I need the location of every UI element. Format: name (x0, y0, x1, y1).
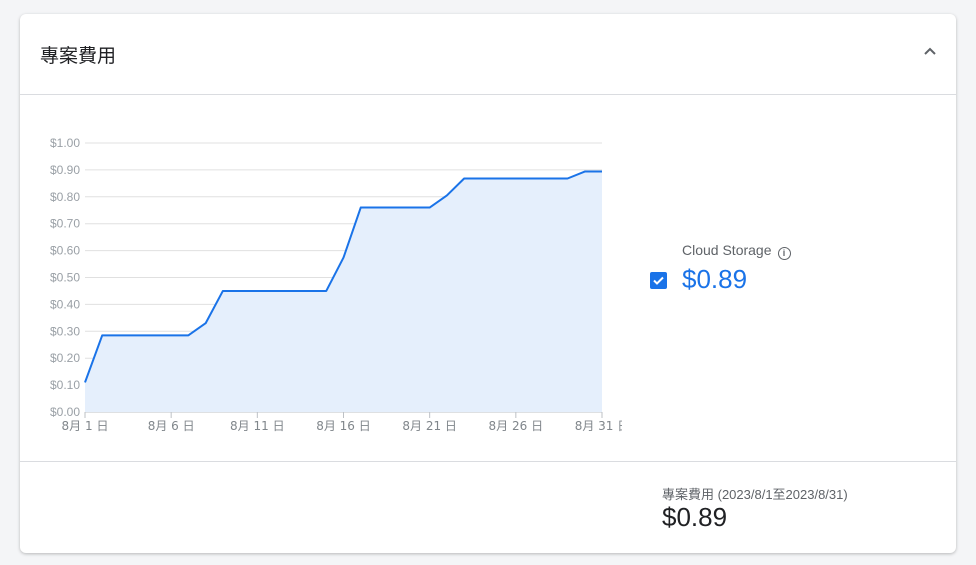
x-tick-label: 8月 16 日 (316, 419, 371, 433)
cost-chart: $0.00 $0.10 $0.20 $0.30 $0.40 $0.50 $0.60 $0.70… (50, 136, 622, 433)
x-tick-label: 8月 11 日 (230, 419, 285, 433)
total-cost-label: 專案費用 (2023/8/1至2023/8/31) (662, 487, 848, 502)
x-tick-label: 8月 1 日 (62, 419, 109, 433)
y-tick-label: $0.70 (50, 217, 80, 231)
y-tick-label: $0.20 (50, 351, 80, 365)
series-checkbox[interactable] (650, 272, 667, 289)
info-icon[interactable]: i (777, 247, 791, 260)
series-area (85, 171, 602, 412)
project-cost-card: 專案費用 $0.00 $0.10 $0.20 $0.30 $0.40 $0.50 $0.60… (20, 14, 956, 553)
x-tick-label: 8月 6 日 (148, 419, 195, 433)
y-tick-label: $0.90 (50, 163, 80, 177)
y-tick-label: $1.00 (50, 136, 80, 150)
x-tick-label: 8月 31 日 (575, 419, 622, 433)
y-tick-label: $0.10 (50, 378, 80, 392)
chevron-up-icon[interactable] (918, 40, 942, 64)
x-tick-label: 8月 21 日 (402, 419, 457, 433)
card-header: 專案費用 (20, 14, 956, 95)
y-tick-label: $0.00 (50, 405, 80, 419)
y-tick-label: $0.80 (50, 190, 80, 204)
card-title: 專案費用 (40, 45, 117, 67)
legend-name-text: Cloud Storage (682, 242, 772, 258)
y-tick-label: $0.40 (50, 297, 80, 311)
y-tick-label: $0.50 (50, 271, 80, 285)
y-tick-label: $0.30 (50, 324, 80, 338)
series-line (84, 170, 602, 383)
legend-series-value: $0.89 (682, 264, 748, 294)
y-tick-label: $0.60 (50, 244, 80, 258)
legend-series-name: Cloud Storage i (682, 242, 791, 260)
x-tick-label: 8月 26 日 (489, 419, 544, 433)
divider (20, 461, 956, 462)
total-cost-value: $0.89 (662, 502, 728, 532)
check-icon (653, 276, 664, 285)
